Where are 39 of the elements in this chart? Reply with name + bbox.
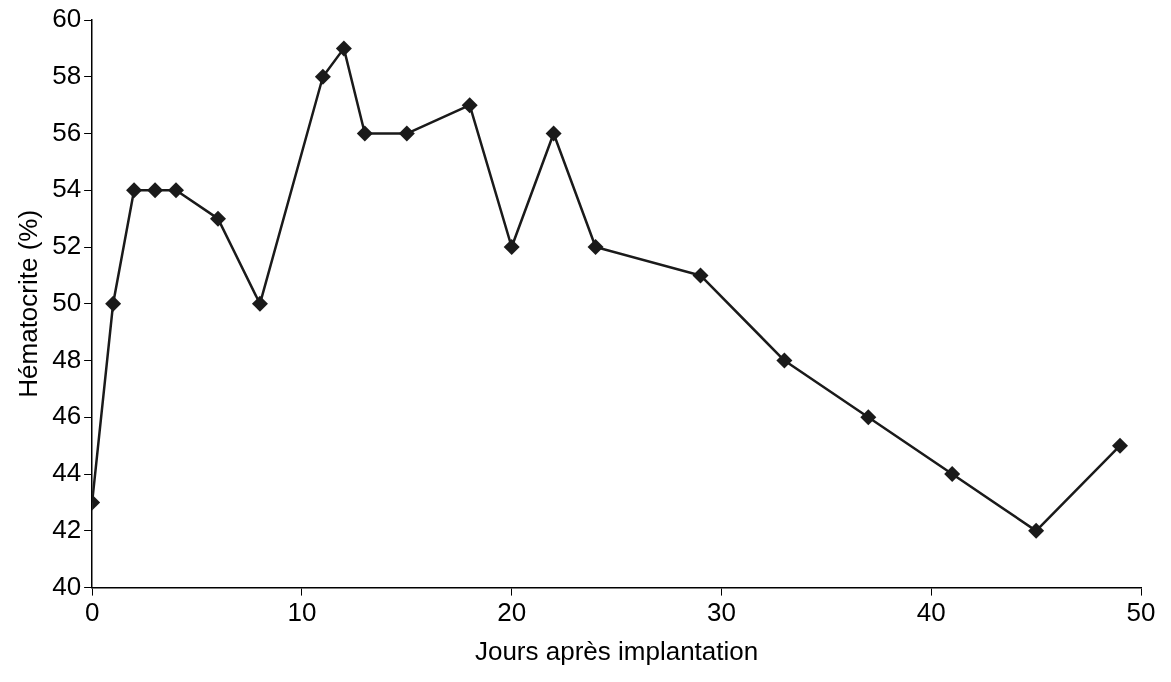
- x-tick-label: 10: [287, 597, 317, 628]
- point: [1028, 522, 1045, 539]
- y-tick-label: 52: [52, 230, 82, 261]
- point: [461, 97, 478, 114]
- point: [776, 352, 793, 369]
- point: [860, 409, 877, 426]
- x-axis-title: Jours après implantation: [474, 635, 759, 666]
- x-tick-label: 30: [706, 597, 736, 628]
- y-tick-label: 48: [52, 343, 82, 374]
- y-axis-title: Hématocrite (%): [12, 209, 43, 398]
- y-tick-label: 56: [52, 116, 82, 147]
- point: [251, 295, 268, 312]
- y-tick-label: 42: [52, 514, 82, 545]
- y-tick-label: 58: [52, 59, 82, 90]
- point: [503, 239, 520, 256]
- point: [1112, 437, 1129, 454]
- y-tick-label: 46: [52, 400, 82, 431]
- x-tick-label: 40: [916, 597, 946, 628]
- point: [168, 182, 185, 199]
- point: [398, 125, 415, 142]
- point: [147, 182, 164, 199]
- point: [105, 295, 122, 312]
- y-tick-label: 44: [52, 457, 82, 488]
- x-tick-label: 50: [1126, 597, 1156, 628]
- point: [944, 466, 961, 483]
- point: [126, 182, 143, 199]
- y-tick-label: 40: [52, 570, 82, 601]
- point: [692, 267, 709, 284]
- point: [209, 210, 226, 227]
- point: [335, 40, 352, 57]
- point: [314, 68, 331, 85]
- x-tick-label: 0: [84, 597, 100, 628]
- point: [545, 125, 562, 142]
- y-tick-label: 50: [52, 286, 82, 317]
- point: [356, 125, 373, 142]
- y-tick-label: 60: [52, 3, 82, 34]
- x-tick-label: 20: [497, 597, 527, 628]
- point: [587, 239, 604, 256]
- y-tick-label: 54: [52, 173, 82, 204]
